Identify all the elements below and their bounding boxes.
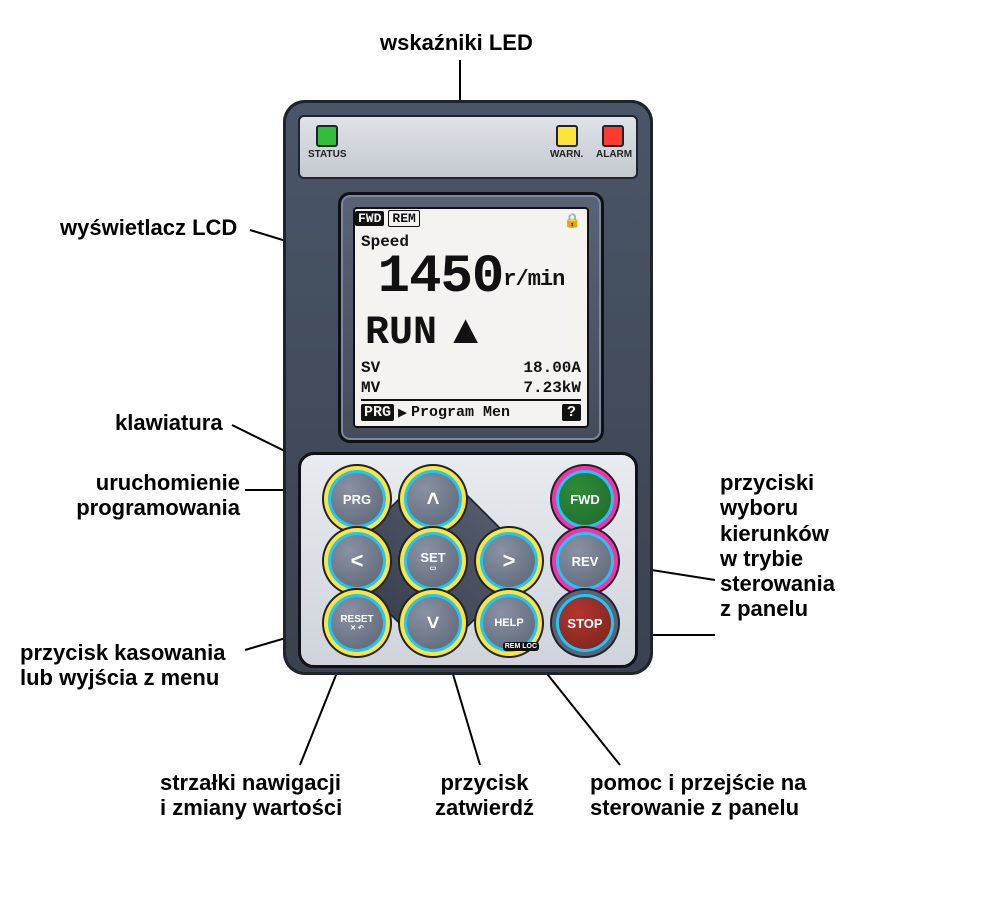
help-button[interactable]: HELP REM LOC: [483, 597, 535, 649]
label-keypad: klawiatura: [115, 410, 223, 435]
keypad-panel: PRG ˄ FWD ˂ SET ▭ ˃ REV RESET ✕ ↶: [298, 452, 638, 668]
save-icon: ▭: [430, 565, 437, 572]
lcd-sv-row: SV 18.00A: [361, 359, 581, 377]
lcd-mv-label: MV: [361, 379, 380, 397]
rev-button-label: REV: [572, 554, 599, 569]
reset-sub-icon: ✕ ↶: [350, 625, 364, 632]
lcd-fwd-tag: FWD: [355, 211, 384, 226]
label-set: przycisk zatwierdź: [435, 770, 534, 821]
led-status: [316, 125, 338, 147]
chevron-right-icon: ˃: [503, 550, 516, 572]
lcd-help-icon: ?: [562, 404, 581, 421]
lcd-bottom-row: PRG ▶ Program Men ?: [361, 403, 581, 422]
lcd-menu-text: Program Men: [411, 404, 510, 421]
arrow-right-icon: ▶: [398, 403, 407, 422]
label-lcd: wyświetlacz LCD: [60, 215, 237, 240]
right-button[interactable]: ˃: [483, 535, 535, 587]
lcd-prg-tag: PRG: [361, 404, 394, 421]
fwd-button-label: FWD: [570, 492, 600, 507]
lcd-rem-tag: REM: [388, 210, 419, 227]
device-body: STATUS WARN. ALARM FWD REM 🔒 Speed 1450r…: [283, 100, 653, 675]
lcd-run-row: RUN ▲: [365, 311, 478, 356]
lcd-run-text: RUN: [365, 311, 437, 356]
led-warn-label: WARN.: [550, 149, 583, 160]
set-button[interactable]: SET ▭: [407, 535, 459, 587]
fwd-button[interactable]: FWD: [559, 473, 611, 525]
rev-button[interactable]: REV: [559, 535, 611, 587]
up-button[interactable]: ˄: [407, 473, 459, 525]
label-reset: przycisk kasowania lub wyjścia z menu: [20, 640, 225, 691]
lcd-screen: FWD REM 🔒 Speed 1450r/min RUN ▲ SV 18.00…: [353, 207, 589, 428]
prg-button-label: PRG: [343, 492, 371, 507]
lcd-speed-number: 1450: [378, 247, 504, 308]
prg-button[interactable]: PRG: [331, 473, 383, 525]
led-warn: [556, 125, 578, 147]
left-button[interactable]: ˂: [331, 535, 383, 587]
lcd-mv-row: MV 7.23kW: [361, 379, 581, 401]
chevron-down-icon: ˅: [427, 612, 440, 634]
lcd-speed-unit: r/min: [503, 267, 564, 292]
led-strip: STATUS WARN. ALARM: [298, 115, 638, 179]
lcd-bezel: FWD REM 🔒 Speed 1450r/min RUN ▲ SV 18.00…: [338, 192, 604, 443]
stop-button[interactable]: STOP: [559, 597, 611, 649]
label-prg: uruchomienie programowania: [40, 470, 240, 521]
stop-button-label: STOP: [567, 616, 602, 631]
lcd-top-row: FWD REM: [355, 209, 587, 227]
led-status-label: STATUS: [308, 149, 347, 160]
reset-button[interactable]: RESET ✕ ↶: [331, 597, 383, 649]
led-alarm-label: ALARM: [596, 149, 632, 160]
label-dir: przyciski wyboru kierunków w trybie ster…: [720, 470, 835, 622]
lcd-sv-value: 18.00A: [523, 359, 581, 377]
chevron-up-icon: ˄: [427, 488, 440, 510]
set-button-label: SET: [420, 550, 445, 565]
led-alarm: [602, 125, 624, 147]
label-led: wskaźniki LED: [380, 30, 533, 55]
up-arrow-icon: ▲: [453, 317, 478, 351]
lcd-mv-value: 7.23kW: [523, 379, 581, 397]
help-button-label: HELP: [494, 617, 523, 629]
chevron-left-icon: ˂: [351, 550, 364, 572]
lock-icon: 🔒: [564, 213, 581, 230]
label-help: pomoc i przejście na sterowanie z panelu: [590, 770, 806, 821]
down-button[interactable]: ˅: [407, 597, 459, 649]
label-arrows: strzałki nawigacji i zmiany wartości: [160, 770, 342, 821]
help-sub-label: REM LOC: [503, 642, 539, 651]
reset-button-label: RESET: [340, 614, 373, 625]
lcd-sv-label: SV: [361, 359, 380, 377]
lcd-speed-value: 1450r/min: [361, 247, 581, 308]
